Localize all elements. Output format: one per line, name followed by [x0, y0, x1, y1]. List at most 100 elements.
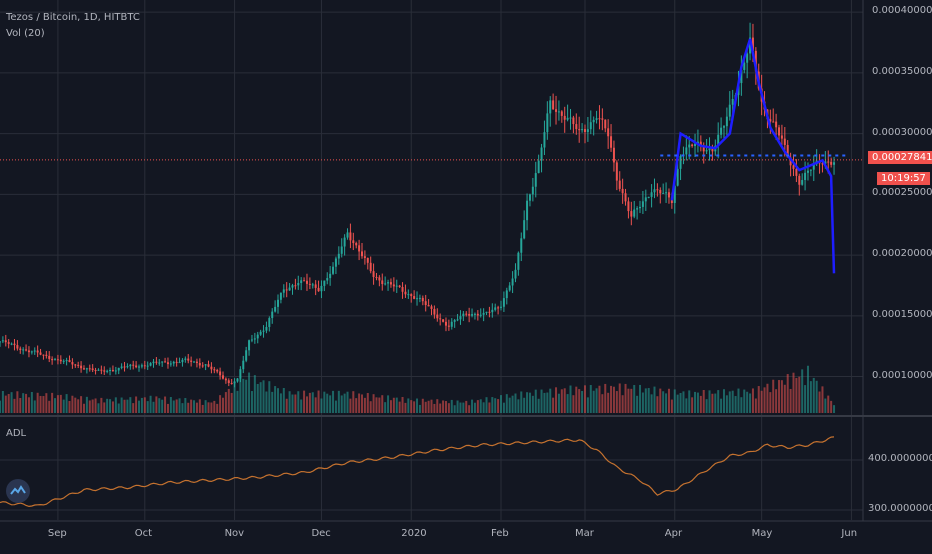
volume-bar: [717, 390, 720, 413]
candle-body: [569, 117, 572, 119]
candle-body: [540, 147, 543, 161]
volume-bar: [783, 384, 786, 413]
candle-body: [10, 343, 13, 345]
candle-body: [743, 62, 746, 70]
volume-bar: [731, 390, 734, 413]
volume-bar: [566, 394, 569, 413]
volume-bar: [734, 396, 737, 413]
volume-bar: [775, 389, 778, 413]
tradingview-logo-icon[interactable]: [6, 479, 30, 503]
volume-bar: [68, 400, 71, 413]
candle-body: [149, 363, 152, 366]
candle-body: [62, 360, 65, 362]
candle-body: [749, 37, 752, 54]
candle-body: [13, 343, 16, 346]
adl-legend[interactable]: ADL: [6, 428, 27, 439]
candle-body: [120, 366, 123, 368]
candle-body: [204, 364, 207, 366]
volume-bar: [71, 395, 74, 413]
volume-bar: [778, 380, 781, 413]
candle-body: [459, 316, 462, 320]
candle-body: [673, 185, 676, 204]
volume-bar: [444, 401, 447, 413]
candle-body: [195, 361, 198, 364]
volume-bar: [62, 399, 65, 413]
candle-body: [407, 294, 410, 296]
volume-bar: [146, 401, 149, 413]
volume-bar: [673, 389, 676, 413]
candle-body: [36, 350, 39, 353]
volume-bar: [502, 402, 505, 413]
volume-bar: [213, 400, 216, 413]
volume-bar: [320, 398, 323, 413]
volume-bar: [471, 399, 474, 413]
volume-bar: [722, 389, 725, 413]
volume-bar: [665, 393, 668, 413]
volume-bar: [326, 393, 329, 413]
candle-body: [375, 276, 378, 278]
volume-bar: [696, 392, 699, 413]
volume-bar: [274, 386, 277, 413]
candle-body: [476, 313, 479, 316]
volume-bar: [88, 400, 91, 413]
candle-body: [427, 305, 430, 307]
volume-bar: [479, 399, 482, 413]
candle-body: [285, 289, 288, 291]
candle-body: [230, 382, 233, 384]
volume-bar: [607, 392, 610, 413]
volume-bar: [534, 389, 537, 413]
candle-body: [164, 361, 167, 363]
volume-bar: [404, 402, 407, 413]
volume-bar: [812, 377, 815, 413]
candle-body: [213, 369, 216, 371]
candle-body: [644, 197, 647, 202]
volume-legend[interactable]: Vol (20): [6, 28, 45, 39]
candle-body: [210, 366, 213, 370]
volume-bar: [711, 393, 714, 413]
candle-body: [242, 360, 245, 370]
volume-bar: [334, 400, 337, 413]
symbol-title[interactable]: Tezos / Bitcoin, 1D, HITBTC: [6, 12, 140, 23]
volume-bar: [526, 392, 529, 413]
volume-bar: [111, 401, 114, 413]
candle-body: [198, 363, 201, 366]
candle-body: [97, 369, 100, 371]
candle-body: [282, 289, 285, 293]
volume-bar: [187, 402, 190, 413]
candle-body: [610, 136, 613, 148]
candle-body: [343, 237, 346, 247]
candle-body: [798, 175, 801, 185]
candle-body: [169, 363, 172, 365]
candle-body: [647, 196, 650, 198]
candle-body: [679, 156, 682, 169]
volume-bar: [430, 399, 433, 413]
candle-body: [219, 371, 222, 376]
volume-bar: [772, 379, 775, 413]
volume-bar: [65, 394, 68, 413]
volume-bar: [416, 398, 419, 413]
candle-body: [621, 188, 624, 194]
volume-bar: [265, 391, 268, 413]
candle-body: [560, 111, 563, 116]
candle-body: [641, 201, 644, 207]
candle-body: [667, 192, 670, 198]
volume-bar: [268, 381, 271, 413]
candle-body: [378, 277, 381, 281]
volume-bar: [688, 390, 691, 413]
candle-body: [676, 168, 679, 186]
volume-bar: [19, 398, 22, 413]
volume-bar: [552, 397, 555, 413]
volume-bar: [737, 388, 740, 413]
candle-body: [592, 119, 595, 123]
volume-bar: [453, 405, 456, 413]
volume-bar: [297, 391, 300, 413]
volume-bar: [10, 392, 13, 413]
candle-body: [16, 345, 19, 349]
volume-bar: [294, 394, 297, 413]
candle-body: [740, 69, 743, 84]
volume-bar: [615, 391, 618, 413]
volume-bar: [546, 392, 549, 413]
volume-bar: [485, 397, 488, 413]
